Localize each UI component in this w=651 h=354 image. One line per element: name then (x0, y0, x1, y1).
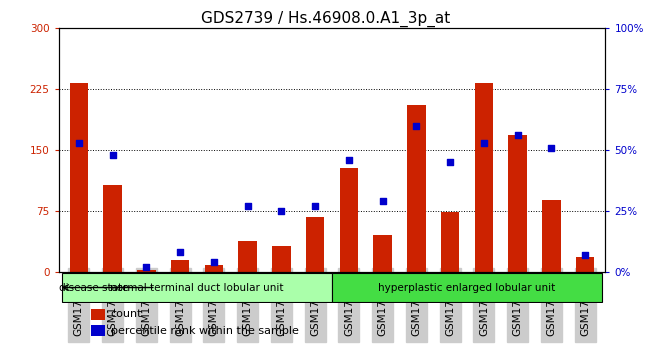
Point (175, 249, 186, 255)
Point (445, 159, 455, 165)
Bar (204, 265, 223, 272)
Point (478, 140, 489, 145)
Bar (542, 200, 561, 272)
Text: percentile rank within the sample: percentile rank within the sample (111, 326, 298, 336)
Point (141, 264, 152, 270)
Text: hyperplastic enlarged lobular unit: hyperplastic enlarged lobular unit (378, 282, 556, 292)
Bar (508, 135, 527, 272)
Bar (340, 168, 358, 272)
Point (546, 145, 557, 150)
Bar (272, 246, 290, 272)
Point (378, 198, 388, 204)
Point (580, 252, 590, 257)
Bar (407, 105, 426, 272)
Point (276, 208, 286, 214)
Bar (137, 270, 156, 272)
Bar (576, 257, 594, 272)
Bar (70, 84, 88, 272)
Bar (171, 259, 189, 272)
Bar (91, 309, 105, 320)
Text: count: count (111, 309, 142, 319)
Point (107, 152, 118, 158)
FancyBboxPatch shape (62, 273, 332, 302)
Bar (475, 84, 493, 272)
Bar (441, 212, 460, 272)
Bar (306, 217, 324, 272)
FancyBboxPatch shape (332, 273, 602, 302)
Bar (374, 235, 392, 272)
Text: GDS2739 / Hs.46908.0.A1_3p_at: GDS2739 / Hs.46908.0.A1_3p_at (201, 11, 450, 27)
Point (209, 259, 219, 265)
Bar (238, 241, 257, 272)
Text: normal terminal duct lobular unit: normal terminal duct lobular unit (110, 282, 284, 292)
Bar (104, 185, 122, 272)
Text: disease state: disease state (59, 282, 128, 292)
Point (242, 203, 253, 209)
Point (74, 140, 84, 145)
Point (411, 123, 422, 129)
Point (310, 203, 320, 209)
Point (344, 157, 354, 162)
Bar (91, 325, 105, 336)
Point (512, 132, 523, 138)
